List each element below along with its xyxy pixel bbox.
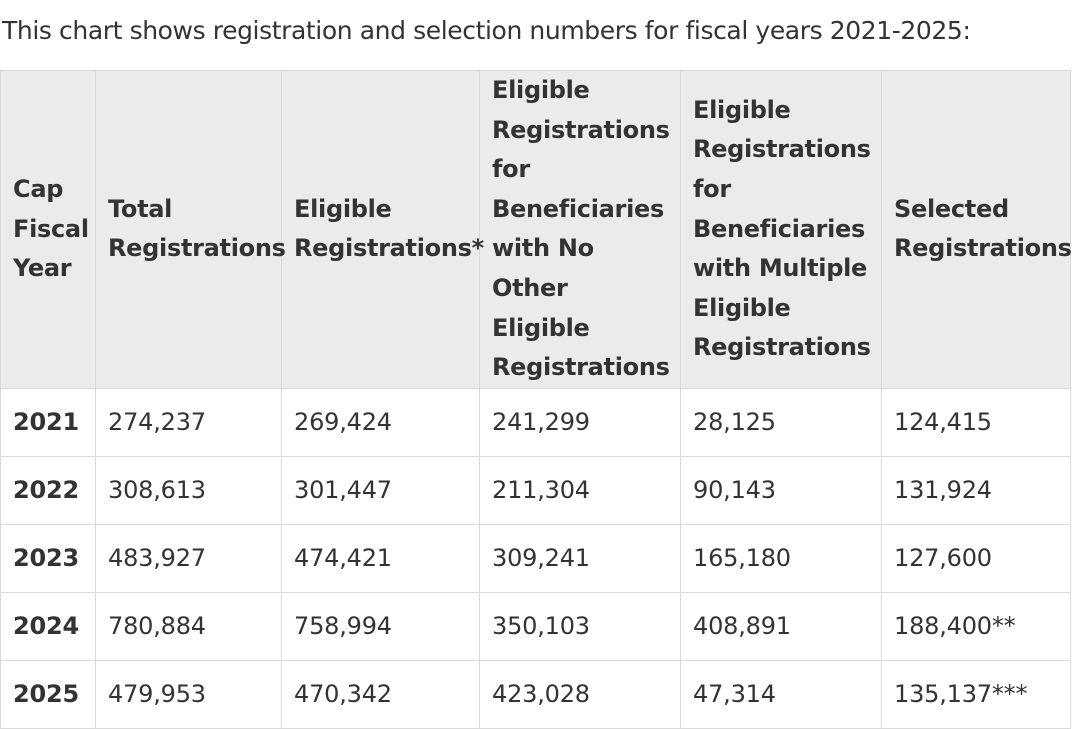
cell-selected: 135,137*** <box>881 659 1071 729</box>
table-caption: This chart shows registration and select… <box>2 16 971 45</box>
cell-year: 2024 <box>0 591 96 661</box>
cell-year: 2022 <box>0 455 96 525</box>
cell-total: 780,884 <box>95 591 282 661</box>
cell-selected: 131,924 <box>881 455 1071 525</box>
cell-no-other: 241,299 <box>479 387 681 457</box>
header-eligible-multiple: Eligible Registrations for Beneficiaries… <box>680 70 882 389</box>
cell-eligible: 301,447 <box>281 455 480 525</box>
header-cap-fiscal-year: Cap Fiscal Year <box>0 70 96 389</box>
cell-multiple: 47,314 <box>680 659 882 729</box>
cell-selected: 124,415 <box>881 387 1071 457</box>
cell-selected: 188,400** <box>881 591 1071 661</box>
cell-no-other: 211,304 <box>479 455 681 525</box>
cell-selected: 127,600 <box>881 523 1071 593</box>
header-eligible-no-other: Eligible Registrations for Beneficiaries… <box>479 70 681 389</box>
cell-eligible: 470,342 <box>281 659 480 729</box>
cell-year: 2023 <box>0 523 96 593</box>
table-header-row: Cap Fiscal Year Total Registrations Elig… <box>0 70 1072 389</box>
table-row: 2024 780,884 758,994 350,103 408,891 188… <box>0 591 1071 661</box>
cell-total: 483,927 <box>95 523 282 593</box>
cell-total: 274,237 <box>95 387 282 457</box>
cell-multiple: 90,143 <box>680 455 882 525</box>
cell-year: 2025 <box>0 659 96 729</box>
registrations-table: Cap Fiscal Year Total Registrations Elig… <box>0 70 1072 729</box>
cell-no-other: 350,103 <box>479 591 681 661</box>
cell-eligible: 269,424 <box>281 387 480 457</box>
table-row: 2022 308,613 301,447 211,304 90,143 131,… <box>0 455 1071 525</box>
cell-multiple: 165,180 <box>680 523 882 593</box>
cell-multiple: 28,125 <box>680 387 882 457</box>
cell-multiple: 408,891 <box>680 591 882 661</box>
cell-eligible: 474,421 <box>281 523 480 593</box>
cell-total: 479,953 <box>95 659 282 729</box>
table-row: 2021 274,237 269,424 241,299 28,125 124,… <box>0 387 1071 457</box>
cell-eligible: 758,994 <box>281 591 480 661</box>
header-selected-registrations: Selected Registrations <box>881 70 1072 389</box>
table-row: 2025 479,953 470,342 423,028 47,314 135,… <box>0 659 1071 729</box>
header-eligible-registrations: Eligible Registrations* <box>281 70 484 389</box>
cell-no-other: 309,241 <box>479 523 681 593</box>
header-total-registrations: Total Registrations <box>95 70 286 389</box>
cell-no-other: 423,028 <box>479 659 681 729</box>
cell-year: 2021 <box>0 387 96 457</box>
cell-total: 308,613 <box>95 455 282 525</box>
table-row: 2023 483,927 474,421 309,241 165,180 127… <box>0 523 1071 593</box>
